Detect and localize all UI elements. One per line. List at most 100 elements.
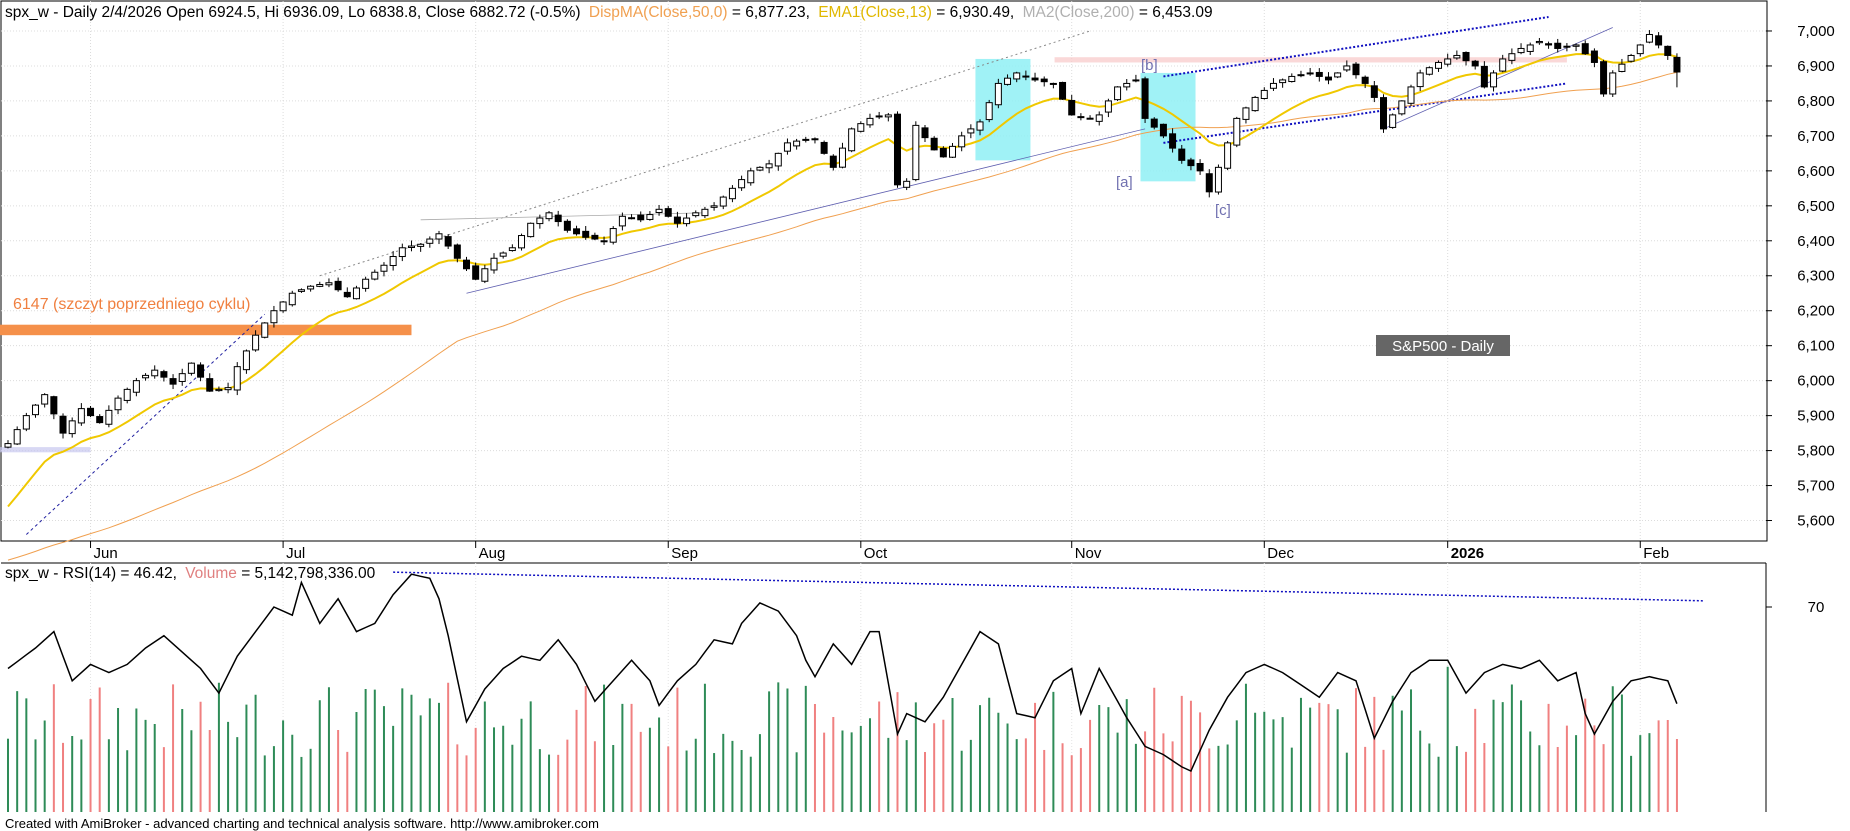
candle-body [1324, 76, 1332, 81]
candle-body [22, 415, 30, 430]
candle-body [1508, 53, 1516, 61]
candle-body [1242, 107, 1250, 120]
candle-body [41, 394, 49, 405]
candle-body [774, 152, 782, 167]
trend-line-thin-blue [466, 128, 1146, 294]
candle-body [224, 387, 232, 391]
candle-body [1288, 75, 1296, 83]
candle-body [261, 322, 269, 338]
candle-body [912, 124, 920, 181]
candle-body [1077, 116, 1085, 119]
candle-body [426, 238, 434, 244]
price-y-tick-label: 6,900 [1797, 58, 1835, 75]
trend-line-dashed-blue [26, 313, 266, 535]
x-tick-label: Feb [1643, 545, 1669, 562]
candle-body [187, 362, 195, 374]
candle-body [1040, 78, 1048, 83]
candle-body [1251, 96, 1259, 112]
x-tick-label: Jul [286, 545, 305, 562]
candle-body [77, 408, 85, 424]
ema-label: EMA1(Close,13) [818, 4, 932, 21]
rsi-header-prefix: spx_w - RSI(14) = 46.42, [5, 565, 177, 582]
candle-body [362, 278, 370, 289]
candle-body [765, 163, 773, 169]
candle-body [1334, 72, 1342, 78]
trend-lines [26, 16, 1613, 535]
candle-body [893, 113, 901, 186]
candle-body [1517, 47, 1525, 54]
x-tick-label: Sep [671, 545, 698, 562]
price-y-tick-label: 6,700 [1797, 128, 1835, 145]
ma2-label: MA2(Close,200) [1023, 4, 1135, 21]
candle-body [270, 310, 278, 324]
candle-body [499, 252, 507, 257]
candle-body [994, 82, 1002, 106]
candle-body [747, 170, 755, 184]
candle-body [1343, 65, 1351, 71]
candle-body [1114, 86, 1122, 101]
candle-body [1196, 162, 1204, 172]
candle-body [857, 123, 865, 132]
candle-body [472, 265, 480, 280]
ema-value: = 6,930.49, [932, 4, 1014, 21]
candle-body [1049, 82, 1057, 85]
rsi-y-tick-label: 70 [1808, 599, 1825, 616]
candle-body [1407, 86, 1415, 104]
candle-body [490, 257, 498, 271]
candle-body [673, 216, 681, 224]
price-y-tick-label: 6,100 [1797, 338, 1835, 355]
candle-body [380, 264, 388, 272]
candle-body [1370, 85, 1378, 98]
candle-body [1031, 77, 1039, 81]
footer-credit: Created with AmiBroker - advanced charti… [5, 816, 599, 831]
price-header: spx_w - Daily 2/4/2026 Open 6924.5, Hi 6… [5, 4, 1213, 21]
candle-body [838, 147, 846, 168]
candle-body [4, 443, 12, 448]
candle-body [1526, 44, 1534, 52]
price-y-tick-label: 5,900 [1797, 408, 1835, 425]
candle-body [1187, 159, 1195, 167]
candle-body [783, 142, 791, 152]
candle-body [710, 205, 718, 208]
candle-body [692, 212, 700, 217]
wave-a-label: [a] [1116, 174, 1133, 191]
candle-body [463, 259, 470, 270]
rsi-y-ticks: 70 [1766, 599, 1824, 616]
candle-body [949, 145, 957, 158]
x-tick-label: Nov [1075, 545, 1102, 562]
zone-top-zone [1054, 57, 1567, 63]
candle-body [1380, 97, 1387, 130]
candle-body [215, 388, 223, 392]
candle-body [554, 214, 562, 223]
rsi-line-group [7, 571, 1705, 772]
title-box [1376, 335, 1510, 356]
candle-body [1150, 118, 1158, 128]
price-y-tick-label: 6,200 [1797, 303, 1835, 320]
candle-body [59, 415, 67, 434]
candle-body [242, 350, 250, 371]
candle-body [1086, 117, 1094, 120]
candle-body [1233, 117, 1241, 146]
zone-low-zone [0, 447, 91, 453]
candle-body [1224, 142, 1232, 169]
candle-body [105, 409, 113, 425]
candle-body [1581, 43, 1589, 55]
x-tick-label: Jun [94, 545, 118, 562]
candle-body [343, 291, 351, 298]
wave-box [975, 58, 1031, 161]
x-tick-label: Aug [479, 545, 506, 562]
candle-body [352, 287, 360, 300]
candle-body [1389, 114, 1397, 128]
candle-body [444, 236, 452, 247]
candle-body [1655, 35, 1663, 46]
candle-body [1618, 63, 1626, 72]
date-x-ticks: Jun Jul Aug Sep Oct Nov Dec 2026 Feb [90, 541, 1669, 562]
wave-c-label: [c] [1215, 202, 1231, 219]
price-y-tick-label: 6,000 [1797, 373, 1835, 390]
candle-body [1004, 77, 1012, 85]
candle-body [123, 388, 131, 401]
candle-body [609, 228, 617, 243]
candle-body [307, 285, 315, 290]
candle-body [728, 187, 736, 200]
